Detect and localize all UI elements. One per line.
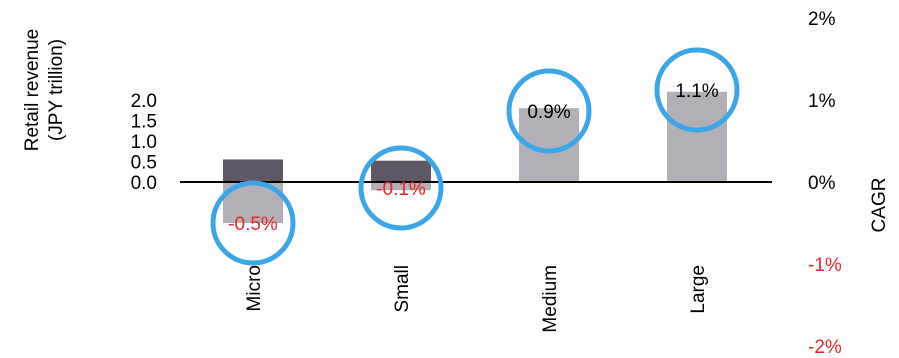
cagr-data-label: -0.1% bbox=[376, 179, 426, 200]
y2-axis-title: CAGR bbox=[869, 178, 890, 233]
cagr-highlight-circle bbox=[210, 180, 296, 266]
y-axis-title-line: Retail revenue bbox=[22, 29, 43, 152]
y2-tick-label: -2% bbox=[808, 337, 842, 358]
y2-tick-label: 2% bbox=[808, 9, 836, 30]
x-tick-label: Medium bbox=[540, 265, 561, 333]
cagr-labels: -0.5% -0.1% 0.9% 1.1% bbox=[210, 47, 740, 266]
x-tick-label: Large bbox=[688, 265, 709, 314]
cagr-bar bbox=[371, 182, 431, 191]
y-tick-label: 0.5 bbox=[131, 153, 157, 174]
revenue-bar bbox=[371, 160, 431, 182]
cagr-data-label: 1.1% bbox=[675, 81, 718, 102]
y2-tick-label: 0% bbox=[808, 173, 836, 194]
y2-tick-label: -1% bbox=[808, 255, 842, 276]
x-tick-label: Micro bbox=[244, 265, 265, 311]
x-tick-label: Small bbox=[392, 265, 413, 313]
y-tick-label: 1.0 bbox=[131, 132, 157, 153]
y-axis-ticks: 2.01.51.00.50.0 bbox=[131, 91, 157, 194]
cagr-highlight-circle bbox=[358, 145, 444, 231]
revenue-bar bbox=[223, 159, 283, 182]
cagr-highlight-circle bbox=[506, 68, 592, 154]
y-axis-title: Retail revenue (JPY trillion) bbox=[22, 29, 67, 152]
cagr-bar bbox=[667, 91, 727, 182]
bars bbox=[223, 91, 727, 223]
y-tick-label: 0.0 bbox=[131, 173, 157, 194]
x-axis-ticks: Micro Small Medium Large bbox=[244, 265, 709, 333]
y2-axis-ticks: 2% 1% 0% -1% -2% bbox=[808, 9, 842, 358]
cagr-data-label: -0.5% bbox=[228, 214, 278, 235]
cagr-highlight-circle bbox=[654, 47, 740, 133]
y2-tick-label: 1% bbox=[808, 91, 836, 112]
cagr-data-label: 0.9% bbox=[527, 102, 570, 123]
y-tick-label: 1.5 bbox=[131, 112, 157, 133]
y-tick-label: 2.0 bbox=[131, 91, 157, 112]
y-axis-title-line: (JPY trillion) bbox=[46, 39, 67, 141]
